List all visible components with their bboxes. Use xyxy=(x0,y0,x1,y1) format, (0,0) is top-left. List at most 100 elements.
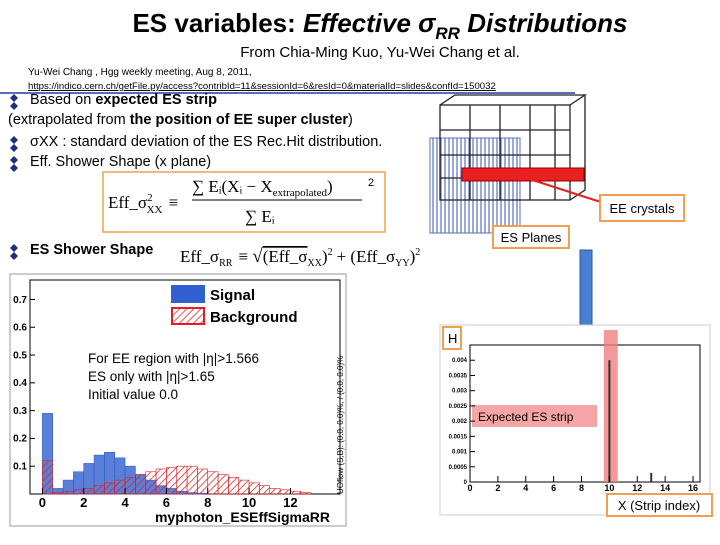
histogram-bar xyxy=(124,477,136,495)
formula-x-num: ∑ Eᵢ(Xᵢ − Xextrapolated) xyxy=(192,177,333,199)
y-tick-label: 0.0035 xyxy=(449,373,468,379)
histogram-bar xyxy=(300,492,312,495)
bar xyxy=(650,472,653,482)
legend-label: Background xyxy=(210,309,298,326)
bullet-marker xyxy=(10,244,18,260)
x-tick-label: 8 xyxy=(579,483,584,493)
bullet-marker xyxy=(10,156,18,172)
legend-swatch xyxy=(171,285,205,303)
side-note: UOflow (S,B): (0.0, 0.0)%, / (0.0, 0.0)% xyxy=(336,356,345,494)
crystals-box xyxy=(599,194,685,222)
text-segment: ) xyxy=(348,112,353,128)
x-tick-label: 0 xyxy=(467,483,472,493)
x-tick-label: 10 xyxy=(604,483,614,493)
histogram-bar xyxy=(197,468,209,495)
formula-r: Eff_σRR ≡ √(Eff_σXX)2 + (Eff_σYY)2 xyxy=(180,246,420,269)
bullet-marker xyxy=(10,94,18,110)
histogram-bar xyxy=(104,482,116,495)
histogram-bar xyxy=(135,474,147,495)
annotation: ES only with |η|>1.65 xyxy=(88,369,215,384)
legend-label: Signal xyxy=(210,287,255,304)
text-segment: Eff. Shower Shape (x plane) xyxy=(30,154,211,170)
chart: Signal Background For EE region with |η|>1… xyxy=(13,279,345,525)
planes-box xyxy=(492,225,570,249)
y-tick-label: 0.3 xyxy=(13,406,27,417)
y-tick-label: 0.0015 xyxy=(449,434,468,440)
x-tick-label: 12 xyxy=(283,495,297,510)
annotation: For EE region with |η|>1.566 xyxy=(88,351,259,366)
histogram-bar xyxy=(145,471,157,495)
formula-x-den: ∑ Eᵢ xyxy=(245,207,275,226)
histogram-bar xyxy=(83,488,95,495)
bullet-marker xyxy=(10,136,18,152)
planes-label: ES Planes xyxy=(501,230,562,245)
reference: Yu-Wei Chang , Hgg weekly meeting, Aug 8… xyxy=(28,67,252,78)
x-axis-label: X (Strip index) xyxy=(618,498,700,513)
diagram: EE crystals ES Planes xyxy=(429,94,685,446)
x-tick-label: 6 xyxy=(551,483,556,493)
histogram-bar xyxy=(155,468,167,495)
histogram-bar xyxy=(248,482,260,495)
crystals-label: EE crystals xyxy=(609,201,675,216)
y-tick-label: 0.003 xyxy=(452,389,468,395)
histogram-bar xyxy=(290,490,302,495)
x-tick-label: 16 xyxy=(688,483,698,493)
y-tick-label: 0.0025 xyxy=(449,404,468,410)
histogram-bar xyxy=(52,492,64,495)
x-tick-label: 2 xyxy=(80,495,87,510)
bullet-text: ES Shower Shape xyxy=(30,242,153,258)
y-tick-label: 0.2 xyxy=(13,434,27,445)
y-tick-label: 0.002 xyxy=(452,419,468,425)
x-tick-label: 12 xyxy=(632,483,642,493)
histogram-bar xyxy=(114,479,126,495)
expected-strip xyxy=(461,167,585,182)
histogram-bar xyxy=(186,465,198,495)
reference-url[interactable]: https://indico.cern.ch/getFile.py/access… xyxy=(28,81,496,92)
histogram-bar xyxy=(42,460,54,495)
histogram-bar xyxy=(93,485,105,495)
text-segment: ES Shower Shape xyxy=(30,242,153,258)
text-segment: expected ES strip xyxy=(95,92,217,108)
crystal-grid xyxy=(439,94,588,201)
x-tick-label: 8 xyxy=(204,495,211,510)
y-tick-label: 0.5 xyxy=(13,350,27,361)
bullet-text: Based on expected ES strip xyxy=(30,92,217,108)
formula-x-power: 2 xyxy=(368,177,374,189)
x-axis-label: myphoton_ESEffSigmaRR xyxy=(155,509,330,525)
y-tick-label: 0.004 xyxy=(452,358,468,364)
y-tick-label: 0.001 xyxy=(452,450,468,456)
legend-swatch xyxy=(171,307,205,325)
text-segment: Based on xyxy=(30,92,95,108)
bar xyxy=(608,360,611,482)
histogram-bar xyxy=(238,479,250,495)
histogram-bar xyxy=(259,485,271,495)
bullet-text: (extrapolated from the position of EE su… xyxy=(8,112,353,128)
title: ES variables: Effective σRR Distribution… xyxy=(132,8,627,43)
y-tick-label: 0.7 xyxy=(13,295,27,306)
annotation: Expected ES strip xyxy=(478,410,574,424)
title-box xyxy=(442,326,462,350)
annotation: Initial value 0.0 xyxy=(88,387,178,402)
histogram-bar xyxy=(62,490,74,495)
y-tick-label: 0.6 xyxy=(13,323,27,334)
x-tick-label: 2 xyxy=(495,483,500,493)
y-tick-label: 0.1 xyxy=(13,462,27,473)
x-tick-label: 6 xyxy=(163,495,170,510)
y-tick-label: 0.4 xyxy=(13,378,27,389)
histogram-bar xyxy=(176,465,188,495)
strip-highlight xyxy=(603,330,618,482)
subtitle: From Chia-Ming Kuo, Yu-Wei Chang et al. xyxy=(240,44,520,61)
text-segment: (extrapolated from xyxy=(8,112,130,128)
formula-x-lhs: Eff_σ2 XX ≡ xyxy=(108,192,178,216)
x-tick-label: 14 xyxy=(660,483,670,493)
es-planes-shape xyxy=(429,137,521,234)
pointer xyxy=(519,175,611,206)
histogram-bar xyxy=(269,488,281,495)
chart-title: H xyxy=(448,331,457,346)
bullet-text: Eff. Shower Shape (x plane) xyxy=(30,154,211,170)
x-tick-label: 4 xyxy=(523,483,528,493)
chart: Expected ES strip H 0 0.0005 0.001 0.0015 0.00… xyxy=(442,326,713,517)
histogram-bar xyxy=(217,474,229,495)
y-tick-label: 0.0005 xyxy=(449,465,468,471)
